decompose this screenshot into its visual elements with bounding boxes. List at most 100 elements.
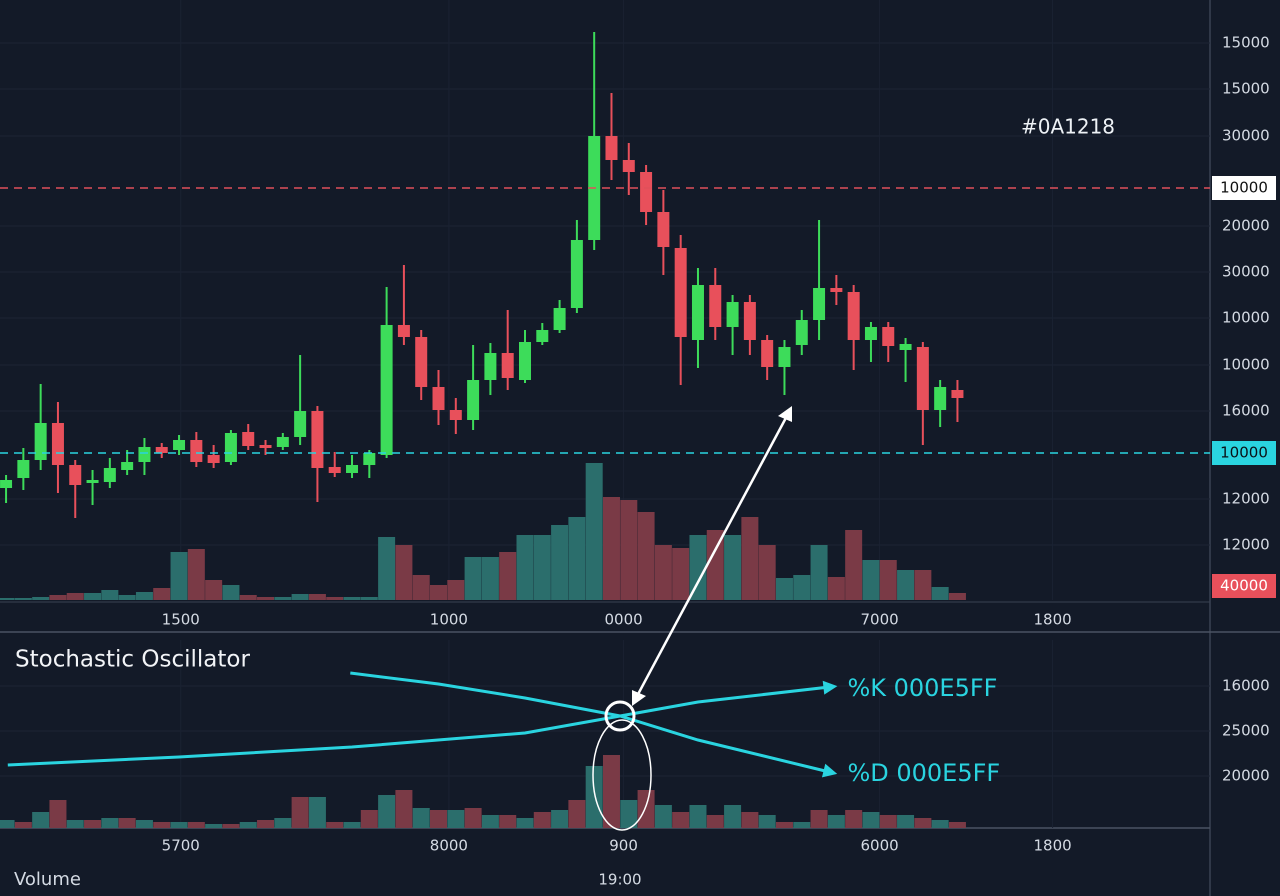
candle-body [553, 308, 566, 330]
panel-title: Stochastic Oscillator [15, 647, 250, 673]
volume-bar [118, 818, 136, 828]
line-arrow-head [822, 680, 838, 695]
volume-bar [793, 822, 811, 828]
volume-bar [308, 797, 326, 828]
volume-bar [395, 545, 413, 600]
candle-body [484, 353, 497, 380]
candle-body [51, 423, 64, 465]
x-tick-label: 5700 [162, 837, 200, 855]
y-tick-label: 30000 [1222, 127, 1270, 145]
candle-body [173, 440, 186, 450]
volume-bar [14, 822, 32, 828]
candle-body [242, 432, 255, 446]
volume-bar [153, 822, 171, 828]
volume-bar [879, 815, 897, 828]
x-tick-label: 1500 [162, 611, 200, 629]
candle-body [882, 327, 895, 346]
volume-bar [758, 815, 776, 828]
volume-bar [481, 557, 499, 600]
volume-bar [897, 815, 915, 828]
candle-body [155, 447, 168, 453]
volume-bar [66, 820, 84, 828]
volume-bar [758, 545, 776, 600]
volume-bar [914, 570, 932, 600]
volume-bar [689, 805, 707, 828]
volume-bar [879, 560, 897, 600]
volume-bar [724, 805, 742, 828]
volume-bar [672, 812, 690, 828]
candle-body [657, 212, 670, 247]
price-label-box [1212, 176, 1276, 200]
y-tick-label: 20000 [1222, 217, 1270, 235]
y-tick-label: 10000 [1222, 356, 1270, 374]
volume-bar [49, 595, 67, 600]
y-tick-label: 10000 [1222, 309, 1270, 327]
volume-bar [741, 812, 759, 828]
volume-bar [187, 822, 205, 828]
volume-bar [551, 810, 569, 828]
volume-bar [689, 535, 707, 600]
volume-bar [101, 818, 119, 828]
volume-bar [793, 575, 811, 600]
volume-bar [810, 810, 828, 828]
volume-bar [135, 820, 153, 828]
volume-bar [343, 822, 361, 828]
candle-body [259, 445, 272, 448]
volume-bar [706, 815, 724, 828]
candle-body [934, 387, 947, 410]
volume-bar [533, 812, 551, 828]
volume-bar [845, 530, 863, 600]
volume-bar [326, 822, 344, 828]
arrow-head [778, 406, 792, 422]
volume-bar [775, 578, 793, 600]
volume-bar [205, 580, 223, 600]
candle-body [380, 325, 393, 455]
candle-body [813, 288, 826, 320]
candle-body [899, 344, 912, 350]
volume-bar [931, 820, 949, 828]
time-label: 19:00 [598, 871, 641, 889]
volume-bar [239, 822, 257, 828]
volume-bar [724, 535, 742, 600]
volume-label: 40000 [1220, 577, 1268, 595]
volume-bar [412, 808, 430, 828]
x-tick-label: 8000 [430, 837, 468, 855]
volume-bar [257, 820, 275, 828]
volume-bar [654, 545, 672, 600]
candle-body [121, 462, 134, 470]
volume-bar [170, 552, 188, 600]
x-tick-label: 900 [609, 837, 638, 855]
volume-bar [360, 810, 378, 828]
volume-bar [257, 597, 275, 600]
volume-bar [343, 597, 361, 600]
volume-bar [706, 530, 724, 600]
volume-bar [447, 810, 465, 828]
volume-bar [101, 590, 119, 600]
volume-bar [0, 820, 15, 828]
candle-body [726, 302, 739, 327]
x-tick-label: 1800 [1033, 611, 1071, 629]
candle-body [501, 353, 514, 378]
x-tick-label: 7000 [861, 611, 899, 629]
volume-bar [948, 822, 966, 828]
volume-bar [326, 597, 344, 600]
volume-bar [378, 795, 396, 828]
footer-label: Volume [14, 869, 81, 890]
volume-bar [447, 580, 465, 600]
candle-body [622, 160, 635, 172]
volume-bar [897, 570, 915, 600]
volume-bar [585, 463, 603, 600]
volume-bar [153, 588, 171, 600]
volume-bar [827, 577, 845, 600]
candle-body [709, 285, 722, 327]
candle-body [415, 337, 428, 387]
candle-body [328, 467, 341, 473]
volume-bar [568, 800, 586, 828]
volume-bar [118, 595, 136, 600]
x-tick-label: 6000 [861, 837, 899, 855]
volume-bar [0, 598, 15, 600]
volume-bar [222, 824, 240, 828]
candle-body [346, 465, 359, 473]
volume-bar [239, 595, 257, 600]
volume-label-box [1212, 574, 1276, 598]
